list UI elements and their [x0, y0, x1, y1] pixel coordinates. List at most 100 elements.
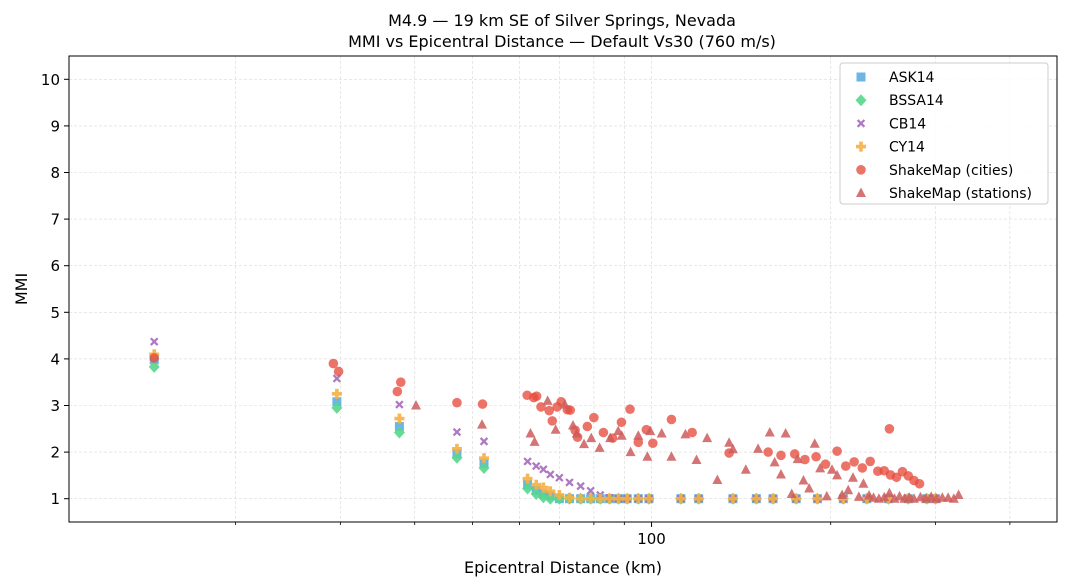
- chart-title: M4.9 — 19 km SE of Silver Springs, Nevad…: [388, 11, 736, 30]
- data-point: [815, 462, 826, 473]
- data-point: [332, 397, 342, 407]
- legend-marker: [856, 141, 866, 152]
- data-point: [840, 461, 851, 471]
- data-point: [769, 456, 780, 467]
- data-point: [148, 360, 160, 373]
- data-point: [727, 493, 738, 504]
- y-tick-label: 3: [50, 397, 60, 415]
- data-point: [394, 421, 404, 431]
- y-tick-label: 8: [50, 164, 60, 182]
- data-point: [857, 463, 868, 473]
- data-point: [542, 395, 553, 405]
- data-point: [522, 473, 533, 484]
- data-point: [613, 493, 624, 504]
- data-point: [821, 490, 832, 501]
- data-point: [586, 486, 595, 495]
- data-point: [393, 426, 405, 439]
- data-point: [740, 464, 751, 474]
- data-point: [837, 489, 848, 499]
- data-point: [884, 424, 895, 434]
- data-point: [568, 420, 579, 430]
- data-point: [656, 427, 667, 438]
- y-tick-label: 1: [50, 490, 60, 508]
- data-point: [395, 400, 404, 409]
- legend-marker: [856, 119, 866, 128]
- data-point: [478, 461, 490, 474]
- data-point: [332, 374, 342, 383]
- data-point: [666, 414, 677, 425]
- data-point: [411, 400, 422, 410]
- data-point: [547, 416, 558, 426]
- data-point: [598, 427, 609, 438]
- data-point: [589, 412, 599, 423]
- legend-label: CY14: [889, 140, 925, 156]
- data-point: [538, 482, 549, 493]
- data-point: [539, 465, 548, 474]
- data-point: [643, 493, 654, 504]
- data-point: [328, 358, 339, 369]
- series-4: [149, 353, 925, 489]
- data-point: [564, 492, 575, 503]
- data-point: [531, 479, 542, 490]
- data-point: [633, 430, 644, 440]
- data-point: [149, 353, 160, 363]
- data-point: [847, 472, 858, 482]
- data-point: [687, 427, 697, 438]
- data-point: [764, 427, 775, 437]
- data-point: [948, 493, 959, 503]
- data-point: [571, 427, 582, 438]
- data-point: [666, 451, 677, 461]
- data-point: [622, 493, 633, 504]
- data-point: [812, 493, 823, 504]
- data-point: [150, 337, 159, 346]
- data-point: [452, 397, 462, 408]
- legend-label: ShakeMap (stations): [889, 186, 1032, 202]
- data-point: [550, 424, 561, 434]
- data-point: [578, 438, 589, 449]
- data-point: [582, 421, 593, 432]
- data-points: [148, 337, 964, 505]
- data-point: [712, 474, 723, 485]
- legend-label: BSSA14: [889, 93, 944, 109]
- data-point: [544, 405, 554, 416]
- data-point: [675, 493, 686, 504]
- data-point: [575, 493, 586, 504]
- data-point: [586, 432, 597, 443]
- data-point: [792, 453, 803, 464]
- data-point: [633, 493, 644, 504]
- y-tick-label: 5: [50, 304, 60, 322]
- data-point: [395, 377, 406, 388]
- data-point: [616, 430, 627, 440]
- data-point: [546, 470, 555, 479]
- data-point: [648, 438, 658, 449]
- data-point: [727, 443, 738, 454]
- legend-box: [839, 62, 1049, 205]
- data-point: [477, 399, 488, 409]
- data-point: [645, 425, 656, 436]
- x-tick-label: 100: [637, 530, 666, 548]
- data-point: [479, 437, 489, 446]
- data-point: [479, 453, 490, 464]
- legend-marker: [856, 165, 866, 175]
- plot-frame: [68, 55, 1058, 523]
- data-point: [522, 482, 534, 495]
- legend: ASK14 BSSA14 CB14 CY14 ShakeMap (cities) Shak…: [839, 62, 1049, 205]
- data-point: [691, 454, 702, 465]
- data-point: [811, 451, 821, 462]
- data-point: [477, 419, 488, 429]
- data-point: [529, 436, 540, 446]
- data-point: [633, 437, 644, 448]
- data-point: [776, 450, 786, 461]
- data-point: [953, 489, 964, 499]
- y-tick-label: 7: [50, 211, 60, 229]
- legend-label: ASK14: [889, 70, 935, 86]
- data-point: [555, 473, 564, 482]
- data-point: [879, 491, 890, 502]
- data-point: [914, 478, 925, 489]
- data-point: [451, 443, 462, 454]
- legend-label: ShakeMap (cities): [889, 163, 1013, 179]
- y-axis-label: MMI: [12, 273, 31, 305]
- data-point: [525, 427, 536, 438]
- data-point: [545, 486, 556, 497]
- data-point: [820, 459, 831, 470]
